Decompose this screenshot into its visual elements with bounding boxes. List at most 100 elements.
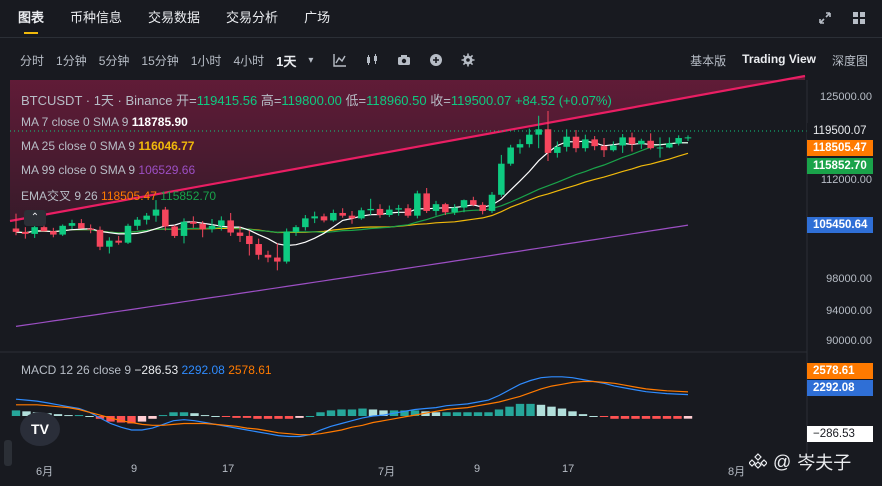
candle-body bbox=[59, 225, 66, 235]
macd-histogram-bar bbox=[253, 416, 262, 419]
candle-body bbox=[666, 143, 673, 148]
tf-1h[interactable]: 1小时 bbox=[190, 53, 222, 68]
low-label: 低= bbox=[345, 93, 367, 108]
candle-body bbox=[162, 209, 169, 227]
candle-body bbox=[12, 228, 20, 232]
candle-body bbox=[255, 244, 262, 255]
candle-body bbox=[544, 129, 552, 153]
candle-body bbox=[320, 216, 328, 221]
candle-body bbox=[423, 193, 430, 211]
tf-5m[interactable]: 5分钟 bbox=[98, 53, 130, 68]
view-tradingview[interactable]: Trading View bbox=[742, 52, 816, 66]
macd-histogram-bar bbox=[347, 409, 357, 416]
indicator-icon[interactable] bbox=[333, 53, 347, 67]
macd-label: MACD 12 26 close 9 bbox=[21, 363, 132, 377]
macd-histogram-bar bbox=[515, 403, 525, 416]
tf-1m[interactable]: 1分钟 bbox=[56, 53, 87, 68]
macd-histogram-bar bbox=[11, 410, 21, 416]
tf-15m[interactable]: 15分钟 bbox=[141, 53, 179, 68]
candle-body bbox=[498, 163, 505, 195]
tf-1d[interactable]: 1天 bbox=[276, 53, 297, 69]
candle-body bbox=[124, 225, 132, 243]
macd-histogram-bar bbox=[620, 416, 630, 419]
candle-body bbox=[302, 218, 309, 228]
timeframe-more-dropdown[interactable]: ▾ bbox=[308, 54, 314, 66]
candle-body bbox=[199, 223, 206, 230]
gear-icon[interactable] bbox=[461, 53, 475, 67]
ma99-line bbox=[15, 224, 689, 327]
camera-icon[interactable] bbox=[397, 53, 411, 67]
macd-histogram-bar bbox=[305, 416, 315, 417]
macd-value: 2292.08 bbox=[181, 363, 225, 377]
watermark: @ 岑夫子 bbox=[749, 449, 851, 475]
legend-ema-cross[interactable]: EMA交叉 9 26 118505.47 115852.70 bbox=[21, 187, 216, 204]
tf-4h[interactable]: 4小时 bbox=[233, 53, 265, 68]
macd-signal-value: 2578.61 bbox=[228, 363, 272, 377]
tab-coin-info[interactable]: 币种信息 bbox=[70, 9, 123, 25]
macd-histogram-bar bbox=[505, 406, 514, 416]
legend-ma99[interactable]: MA 99 close 0 SMA 9 106529.66 bbox=[21, 163, 195, 177]
tab-square[interactable]: 广场 bbox=[304, 9, 331, 25]
macd-histogram-bar bbox=[662, 416, 672, 419]
macd-histogram-bar bbox=[200, 415, 210, 417]
candle-body bbox=[50, 231, 57, 235]
expand-icon[interactable] bbox=[818, 11, 832, 25]
macd-histogram-bar bbox=[463, 412, 472, 416]
change-value: +84.52 (+0.07%) bbox=[514, 93, 612, 108]
candle-body bbox=[264, 254, 272, 258]
tab-chart[interactable]: 图表 bbox=[18, 0, 44, 38]
candle-body bbox=[376, 208, 384, 215]
candle-body bbox=[479, 204, 486, 211]
macd-histogram-bar bbox=[652, 416, 661, 419]
macd-histogram-bar bbox=[379, 410, 388, 416]
tab-trading-data[interactable]: 交易数据 bbox=[148, 9, 201, 25]
time-axis-label: 7月 bbox=[378, 466, 396, 478]
candle-body bbox=[488, 194, 496, 211]
macd-histogram-bar bbox=[368, 409, 378, 416]
macd-signal-tag: 2578.61 bbox=[807, 363, 873, 379]
candle-body bbox=[638, 140, 645, 145]
scrollbar-handle[interactable] bbox=[4, 440, 12, 466]
macd-histogram-bar bbox=[389, 410, 399, 416]
macd-histogram-bar bbox=[127, 416, 136, 424]
legend-ma7[interactable]: MA 7 close 0 SMA 9 118785.90 bbox=[21, 115, 188, 129]
legend-ma25[interactable]: MA 25 close 0 SMA 9 116046.77 bbox=[21, 139, 194, 153]
candle-type-icon[interactable] bbox=[365, 53, 379, 67]
macd-histogram-bar bbox=[484, 412, 493, 416]
collapse-legend-button[interactable]: ⌃ bbox=[24, 210, 46, 226]
tab-trading-analysis[interactable]: 交易分析 bbox=[226, 9, 279, 25]
ma7-value: 118785.90 bbox=[131, 115, 188, 129]
candle-body bbox=[526, 134, 533, 145]
view-depth[interactable]: 深度图 bbox=[831, 54, 868, 68]
candle-body bbox=[87, 228, 94, 230]
low-value: 118960.50 bbox=[366, 93, 427, 108]
view-basic[interactable]: 基本版 bbox=[690, 54, 727, 68]
ma7-label: MA 7 close 0 SMA 9 bbox=[21, 115, 129, 129]
candle-body bbox=[647, 140, 654, 149]
macd-histogram-bar bbox=[116, 416, 126, 423]
macd-histogram-bar bbox=[284, 416, 294, 419]
grid-icon[interactable] bbox=[852, 11, 866, 25]
candle-body bbox=[339, 212, 346, 216]
macd-histogram-bar bbox=[106, 416, 115, 422]
candle-body bbox=[152, 209, 160, 216]
candle-body bbox=[68, 223, 76, 226]
macd-legend[interactable]: MACD 12 26 close 9 −286.53 2292.08 2578.… bbox=[21, 363, 272, 377]
macd-histogram-bar bbox=[547, 406, 556, 416]
candle-body bbox=[554, 146, 561, 153]
candle-body bbox=[274, 257, 281, 262]
candle-body bbox=[180, 221, 188, 236]
binance-logo-icon bbox=[749, 453, 767, 469]
candle-body bbox=[460, 200, 468, 208]
candle-body bbox=[395, 208, 402, 210]
candle-body bbox=[591, 139, 598, 147]
high-value: 119800.00 bbox=[281, 93, 342, 108]
price-axis-label: 90000.00 bbox=[826, 335, 872, 347]
candle-body bbox=[115, 240, 122, 243]
candle-body bbox=[432, 204, 440, 211]
macd-histogram-bar bbox=[494, 409, 504, 416]
tf-line[interactable]: 分时 bbox=[20, 53, 45, 68]
candle-body bbox=[442, 204, 449, 213]
add-icon[interactable] bbox=[429, 53, 443, 67]
ma99-label: MA 99 close 0 SMA 9 bbox=[21, 163, 136, 177]
